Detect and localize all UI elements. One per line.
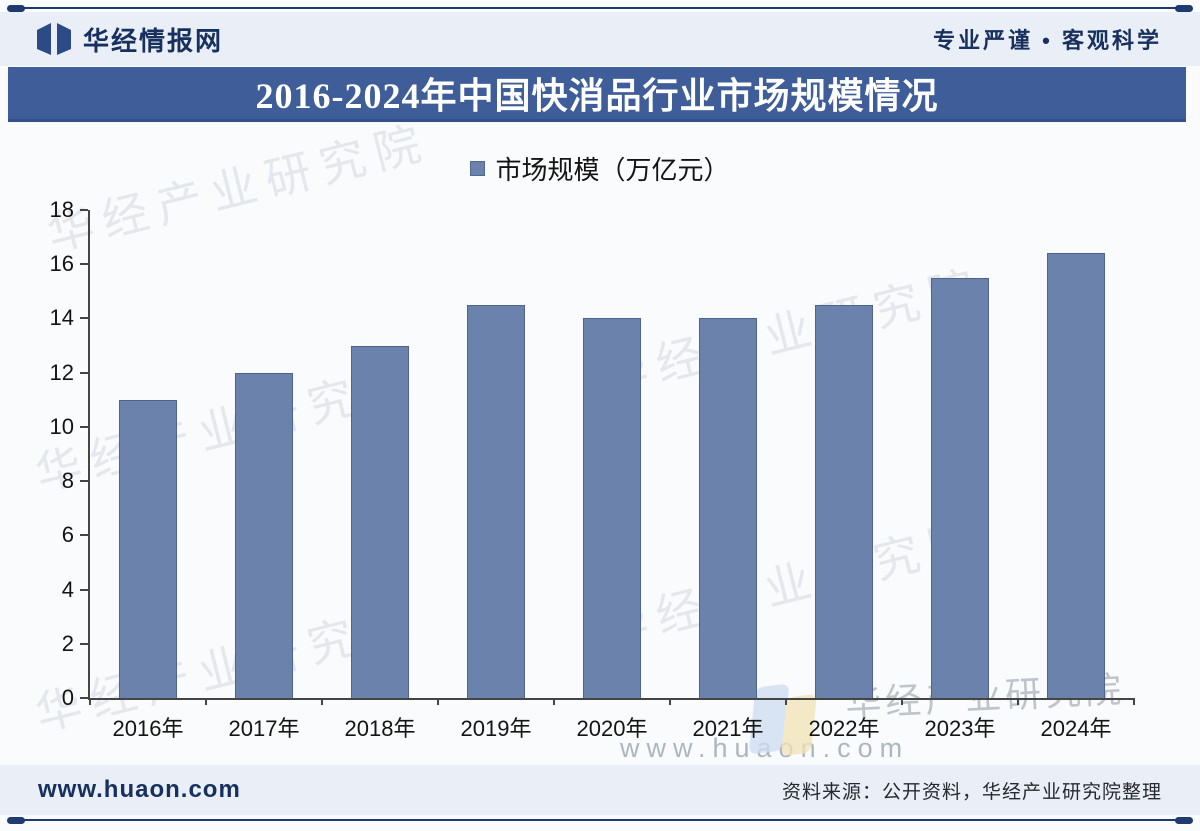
x-axis-label: 2022年 [808,716,880,741]
x-axis-label: 2016年 [112,716,184,741]
y-axis-label: 14 [49,305,74,331]
y-axis-tick [80,425,88,428]
bar-chart-plot-area: 2016年 2017年 2018年 2019年 2020年 2021年 2022年 2023年… [50,197,1135,741]
x-axis-tick [205,698,207,705]
y-axis-tick [80,697,88,699]
bar-slot [554,210,670,698]
header-slogan: 专业严谨 • 客观科学 [933,28,1162,53]
y-axis-label: 2 [61,630,74,656]
legend-label: 市场规模（万亿元） [495,155,730,185]
x-axis-label: 2021年 [692,716,764,741]
header: 华经情报网 专业严谨 • 客观科学 [0,12,1200,66]
bar-slot [438,210,554,698]
line-end-cap [1175,4,1193,12]
x-axis-tick [89,698,91,705]
x-axis-tick [321,698,323,705]
x-axis-tick [785,698,787,705]
y-axis-label: 4 [61,576,74,602]
y-axis-label: 10 [49,413,74,439]
x-axis-tick [553,698,555,705]
x-axis-label: 2023年 [924,716,996,741]
line-end-cap [1175,816,1193,824]
bar-slot [206,210,322,698]
bottom-border-line [7,816,1193,824]
bar-slot [1018,210,1134,698]
line-end-cap [7,4,25,12]
footer: www.huaon.com 资料来源：公开资料，华经产业研究院整理 [0,765,1200,815]
y-axis-tick [80,209,88,211]
bar-2019 [467,304,525,698]
x-axis-tick [1133,698,1135,705]
x-axis-label: 2018年 [344,716,416,741]
bar-2017 [235,372,293,698]
y-axis-tick [80,263,88,266]
y-axis-tick [80,317,88,320]
x-axis-label: 2017年 [228,716,300,741]
huajing-logo-icon [37,23,71,55]
x-axis-tick [437,698,439,705]
footer-source-note: 资料来源：公开资料，华经产业研究院整理 [781,781,1162,803]
y-axis-tick [80,480,88,483]
footer-website: www.huaon.com [38,776,241,803]
bar-2020 [583,318,641,698]
x-axis-tick [901,698,903,705]
y-axis-label: 18 [49,197,74,222]
bar-2022 [815,304,873,698]
bar-slot [786,210,902,698]
y-axis-label: 6 [61,522,74,548]
y-axis-tick [80,534,88,537]
x-axis-label: 2020年 [576,716,648,741]
line-end-cap [7,816,25,824]
bar-slot [670,210,786,698]
brand: 华经情报网 [36,21,223,58]
y-axis-tick [80,371,88,374]
x-axis-labels: 2016年 2017年 2018年 2019年 2020年 2021年 2022年 2023年… [90,711,1134,743]
y-axis-tick [80,642,88,645]
x-axis-tick [669,698,671,705]
bar-2016 [119,399,177,698]
y-axis-tick [80,588,88,591]
y-axis-label: 12 [49,359,74,385]
x-axis-label: 2024年 [1040,716,1112,741]
x-axis-label: 2019年 [460,716,532,741]
legend-swatch [470,161,486,176]
bar-slot [322,210,438,698]
bar-2021 [699,318,757,698]
x-axis-tick [1017,698,1019,705]
brand-name: 华经情报网 [83,25,224,56]
y-axis-label: 8 [61,468,74,494]
bar-slot [902,210,1018,698]
bars-container [90,210,1134,698]
y-axis-label: 16 [49,251,74,277]
bar-2023 [931,277,989,698]
bar-slot [90,210,206,698]
chart-legend: 市场规模（万亿元） [0,150,1200,187]
bar-2018 [351,345,409,698]
y-axis-label: 0 [61,685,74,710]
top-border-line [7,4,1193,12]
chart-title: 2016-2024年中国快消品行业市场规模情况 [255,76,939,116]
title-bar: 2016-2024年中国快消品行业市场规模情况 [8,67,1186,122]
bar-2024 [1047,253,1105,698]
